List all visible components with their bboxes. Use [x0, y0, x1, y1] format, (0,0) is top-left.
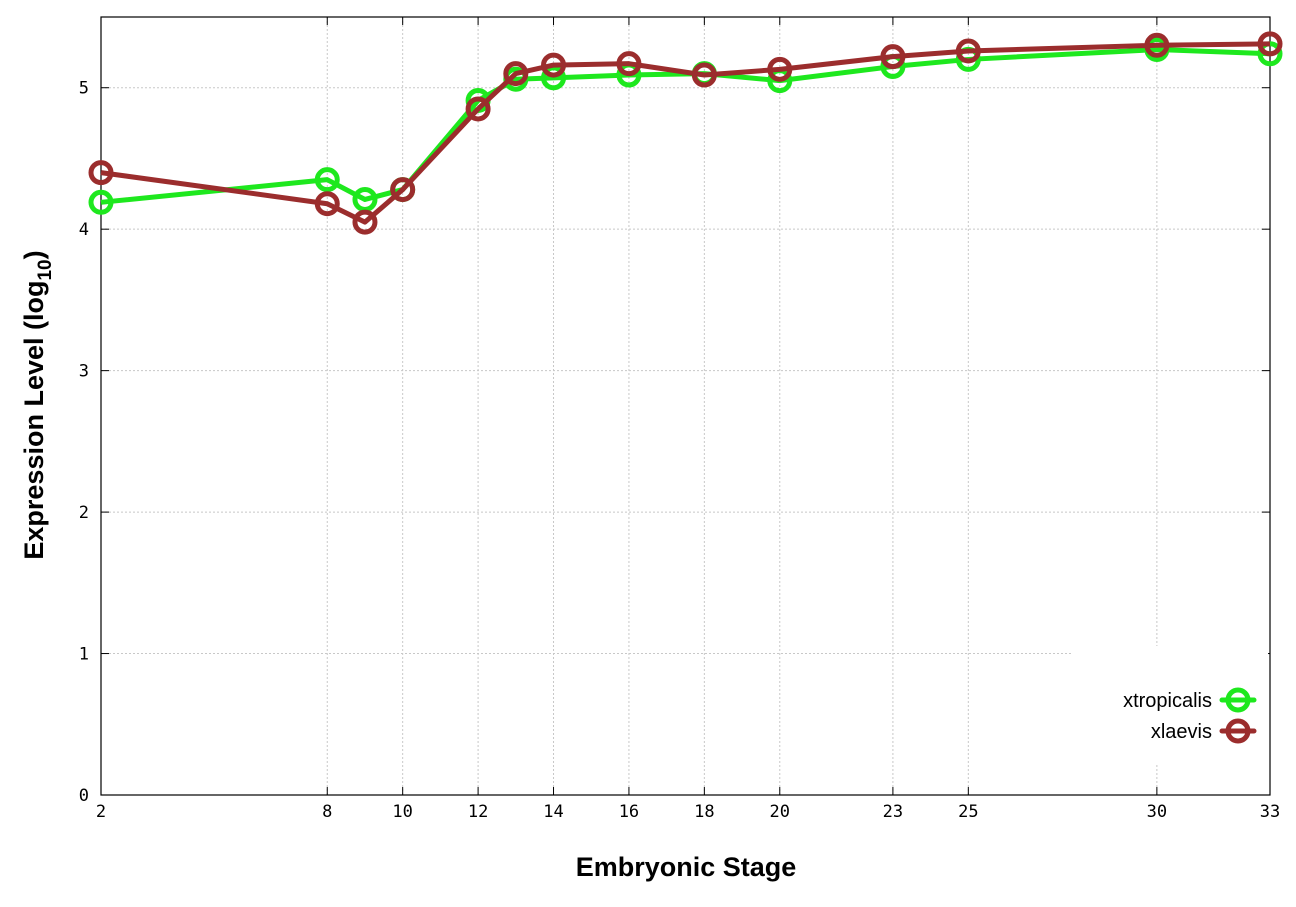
y-tick-label: 2 — [79, 503, 89, 523]
x-axis-title: Embryonic Stage — [576, 852, 797, 882]
data-point-xlaevis — [1257, 31, 1283, 57]
data-point-xlaevis — [88, 160, 114, 186]
legend-background — [1072, 646, 1268, 764]
x-tick-label: 10 — [392, 802, 412, 822]
data-point-xlaevis — [352, 209, 378, 235]
series-lines — [88, 31, 1283, 235]
data-point-xlaevis — [314, 191, 340, 217]
data-point-xtropicalis — [88, 189, 114, 215]
series-xtropicalis — [88, 37, 1283, 215]
data-point-xlaevis — [691, 62, 717, 88]
data-point-xlaevis — [767, 56, 793, 82]
legend-label-xtropicalis: xtropicalis — [1123, 690, 1212, 712]
data-point-xlaevis — [503, 61, 529, 87]
y-axis-title: Expression Level (log10) — [19, 250, 56, 559]
data-point-xlaevis — [880, 44, 906, 70]
legend-label-xlaevis: xlaevis — [1151, 721, 1212, 743]
x-tick-label: 33 — [1260, 802, 1280, 822]
y-tick-label: 5 — [79, 79, 89, 99]
series-xlaevis — [88, 31, 1283, 235]
y-tick-label: 3 — [79, 362, 89, 382]
x-tick-label: 2 — [96, 802, 106, 822]
legend-marker-xtropicalis — [1225, 687, 1251, 713]
data-point-xtropicalis — [541, 65, 567, 91]
x-tick-label: 23 — [883, 802, 903, 822]
data-point-xtropicalis — [1257, 41, 1283, 67]
data-point-xlaevis — [390, 177, 416, 203]
y-tick-label: 1 — [79, 645, 89, 665]
x-tick-label: 30 — [1147, 802, 1167, 822]
plot-frame — [100, 16, 1271, 796]
y-tick-label: 0 — [79, 786, 89, 806]
series-line-xtropicalis — [100, 47, 1271, 205]
y-axis-title-main: Expression Level (log — [19, 281, 49, 560]
y-tick-label: 4 — [79, 220, 89, 240]
data-point-xlaevis — [616, 51, 642, 77]
axes — [100, 16, 1271, 796]
y-axis-title-close: ) — [19, 250, 49, 259]
x-tick-label: 16 — [619, 802, 639, 822]
tick-marks — [100, 17, 1271, 796]
legend-marker-xlaevis — [1225, 718, 1251, 744]
y-axis-title-subscript: 10 — [35, 259, 56, 280]
data-point-xlaevis — [1144, 32, 1170, 58]
x-tick-label: 18 — [694, 802, 714, 822]
data-point-xtropicalis — [352, 186, 378, 212]
x-tick-label: 12 — [468, 802, 488, 822]
x-tick-label: 14 — [543, 802, 563, 822]
x-tick-label: 20 — [770, 802, 790, 822]
legend: xtropicalis xlaevis — [1072, 646, 1268, 764]
data-point-xtropicalis — [314, 167, 340, 193]
series-line-xlaevis — [100, 41, 1271, 225]
x-tick-label: 8 — [322, 802, 332, 822]
data-point-xlaevis — [541, 52, 567, 78]
data-point-xlaevis — [465, 96, 491, 122]
data-point-xlaevis — [955, 38, 981, 64]
x-tick-label: 25 — [958, 802, 978, 822]
